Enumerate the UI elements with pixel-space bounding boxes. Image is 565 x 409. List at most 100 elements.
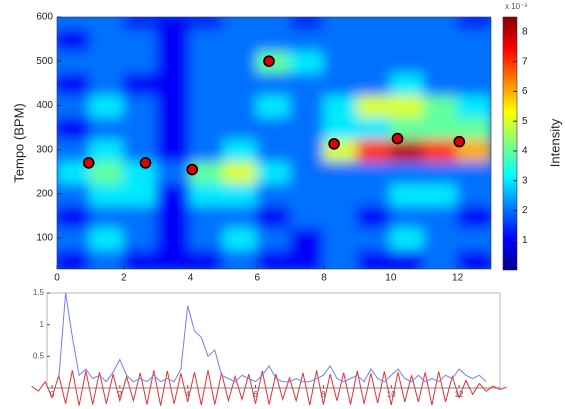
colorbar-tick-label: 2 [522,205,528,216]
y-tick-label: 1.5 [33,288,45,297]
heatmap-cell [57,248,92,269]
heatmap-cell [222,115,259,140]
heatmap-cell [222,93,259,118]
heatmap-cell [122,93,159,118]
heatmap-cell [189,137,225,162]
peak-marker [82,157,95,169]
heatmap-cell [389,203,426,228]
heatmap-cell [456,226,491,251]
heatmap-cell [57,49,92,74]
heatmap-cell [289,159,326,184]
heatmap-cell [456,115,491,140]
heatmap-cell [57,71,92,96]
heatmap-cell [57,115,92,140]
heatmap-cell [356,248,392,269]
heatmap-area [57,17,491,269]
heatmap-cell [222,71,259,96]
heatmap-cell [289,115,326,140]
heatmap-cell [122,115,159,140]
heatmap-cell [389,93,426,118]
y-tick-label: 500 [36,56,53,67]
heatmap-cell [222,181,259,206]
colorbar-tick-label: 6 [522,86,528,97]
signal-line [31,370,507,406]
peak-marker [391,132,404,145]
heatmap-cell [156,248,192,269]
heatmap-cell [89,181,125,206]
heatmap-cell [356,115,392,140]
heatmap-cell [189,71,225,96]
heatmap-cell [156,93,192,118]
heatmap-cell [222,248,259,269]
heatmap-cell [57,17,92,30]
heatmap-cell [423,137,459,162]
x-tick-label: 6 [253,390,258,399]
heatmap-cell [57,27,92,52]
heatmap-cell [222,49,259,74]
heatmap-cell [423,226,459,251]
heatmap-cell [189,226,225,251]
heatmap-cell [189,203,225,228]
heatmap-cell [356,226,392,251]
heatmap-cell [189,27,225,52]
heatmap-cell [423,71,459,96]
heatmap-cell [456,71,491,96]
heatmap-cell [323,137,359,162]
heatmap-cell [122,248,159,269]
heatmap-cell [289,137,326,162]
heatmap-cell [323,181,359,206]
heatmap-cell [289,181,326,206]
heatmap-cell [89,159,125,184]
peak-marker [186,163,199,176]
heatmap-cell [323,17,359,30]
heatmap-cell [122,203,159,228]
heatmap-cell [456,93,491,118]
x-tick-label: 6 [255,273,261,284]
heatmap-cell [423,27,459,52]
heatmap-cell [256,71,292,96]
x-tick-label: 8 [321,390,326,399]
heatmap-cell [323,203,359,228]
colorbar-tick-label: 3 [522,175,528,186]
heatmap-cell [57,137,92,162]
heatmap-cell [356,181,392,206]
heatmap-cell [57,203,92,228]
y-tick-label: 400 [36,100,53,111]
colorbar [502,16,518,271]
heatmap-cell [122,17,159,30]
colorbar-tick-label: 7 [522,56,528,67]
heatmap-cell [423,93,459,118]
heatmap-cell [156,115,192,140]
y-tick-label: 0.5 [33,351,45,360]
peak-marker [263,55,275,68]
heatmap-cell [122,27,159,52]
heatmap-cell [57,181,92,206]
heatmap-cell [323,27,359,52]
heatmap-cell [389,27,426,52]
heatmap-cell [156,71,192,96]
heatmap-cell [289,226,326,251]
heatmap-cell [189,115,225,140]
heatmap-cell [156,27,192,52]
heatmap-cell [156,159,192,184]
heatmap-cell [256,93,292,118]
heatmap-cell [356,137,392,162]
heatmap-cell [89,203,125,228]
heatmap-cell [256,248,292,269]
x-tick-label: 10 [385,273,397,284]
x-tick-label: 0 [54,273,60,284]
heatmap-cell [456,159,491,184]
heatmap-cell [89,27,125,52]
colorbar-tick-label: 5 [522,116,528,127]
heatmap-cell [389,17,426,30]
colorbar-tick-label: 1 [522,235,528,246]
heatmap-cell [323,248,359,269]
x-tick-label: 2 [118,390,123,399]
signal-line [58,292,487,383]
x-tick-label: 8 [321,273,327,284]
plot-frame [56,16,492,270]
heatmap-cells [57,17,491,269]
heatmap-cell [423,49,459,74]
heatmap-cell [189,17,225,30]
